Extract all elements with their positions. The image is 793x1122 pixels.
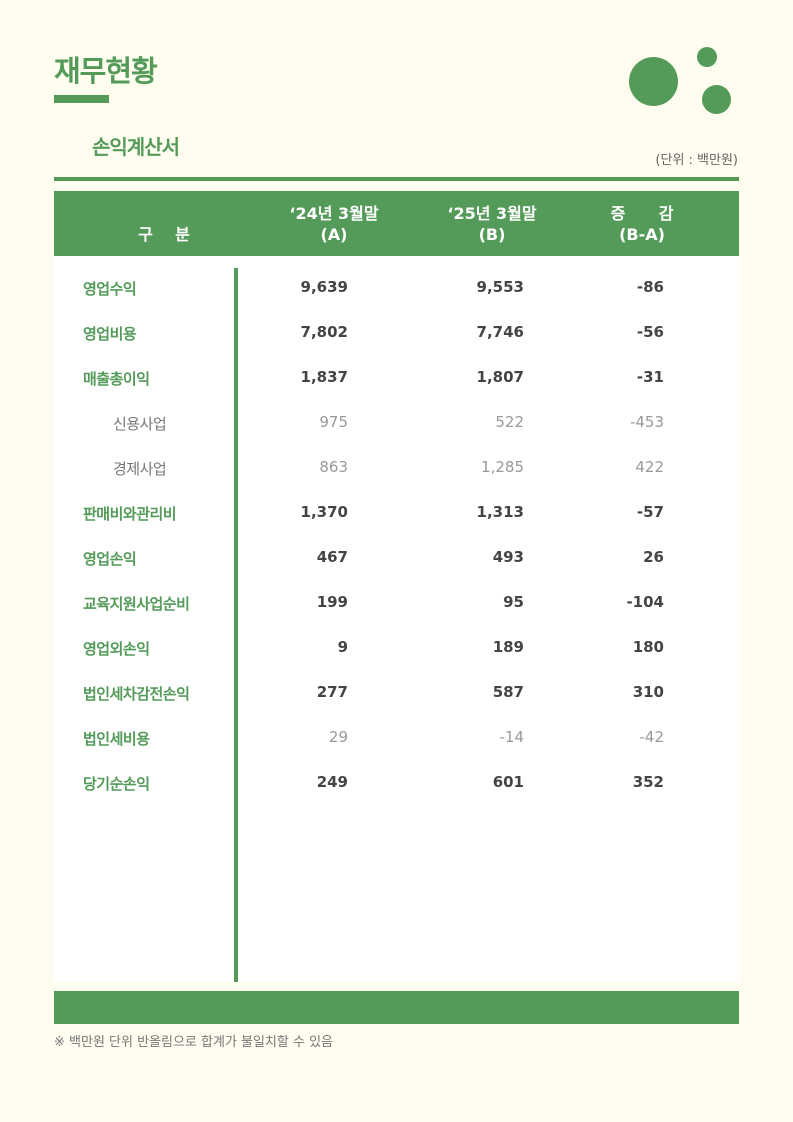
value-diff: -86 bbox=[636, 278, 664, 296]
value-diff: -453 bbox=[629, 413, 664, 431]
value-diff: -31 bbox=[636, 368, 664, 386]
value-a: 29 bbox=[328, 728, 348, 746]
value-a: 1,370 bbox=[300, 503, 348, 521]
dot-medium bbox=[702, 85, 731, 114]
row-label: 판매비와관리비 bbox=[83, 505, 177, 523]
row-label: 영업수익 bbox=[83, 280, 137, 298]
divider bbox=[54, 177, 739, 181]
value-a: 7,802 bbox=[300, 323, 348, 341]
value-diff: 422 bbox=[635, 458, 664, 476]
value-a: 199 bbox=[316, 593, 348, 611]
footnote: ※ 백만원 단위 반올림으로 합계가 불일치할 수 있음 bbox=[54, 1035, 334, 1050]
value-a: 277 bbox=[316, 683, 348, 701]
row-label: 법인세차감전손익 bbox=[83, 685, 190, 703]
value-a: 863 bbox=[319, 458, 348, 476]
column-divider bbox=[234, 268, 238, 982]
table-row: 영업손익 467 493 26 bbox=[54, 548, 739, 572]
value-a: 975 bbox=[319, 413, 348, 431]
header-col-b-line2: (B) bbox=[478, 225, 506, 244]
value-b: 1,313 bbox=[476, 503, 524, 521]
value-diff: -56 bbox=[636, 323, 664, 341]
table-row: 법인세차감전손익 277 587 310 bbox=[54, 683, 739, 707]
header-col-b-line1: ‘25년 3월말 bbox=[447, 204, 537, 223]
value-diff: 26 bbox=[643, 548, 664, 566]
dot-large bbox=[629, 57, 678, 106]
title-underline bbox=[54, 95, 109, 103]
table-row: 영업비용 7,802 7,746 -56 bbox=[54, 323, 739, 347]
value-b: 1,285 bbox=[481, 458, 524, 476]
value-diff: -42 bbox=[639, 728, 665, 746]
header-col-c-line2: (B-A) bbox=[619, 225, 665, 244]
row-label: 매출총이익 bbox=[83, 370, 150, 388]
table-row: 매출총이익 1,837 1,807 -31 bbox=[54, 368, 739, 392]
table-footer-bar bbox=[54, 991, 739, 1024]
dot-small bbox=[697, 47, 717, 67]
value-b: 1,807 bbox=[476, 368, 524, 386]
row-label: 신용사업 bbox=[113, 415, 167, 433]
header-col-c-line1: 증 감 bbox=[610, 204, 674, 223]
value-diff: 310 bbox=[632, 683, 664, 701]
table-row: 판매비와관리비 1,370 1,313 -57 bbox=[54, 503, 739, 527]
table-row: 영업외손익 9 189 180 bbox=[54, 638, 739, 662]
table-row: 신용사업 975 522 -453 bbox=[54, 413, 739, 437]
unit-label: (단위 : 백만원) bbox=[655, 153, 738, 168]
value-diff: -57 bbox=[636, 503, 664, 521]
header-category: 구 분 bbox=[138, 225, 190, 244]
value-diff: -104 bbox=[626, 593, 664, 611]
value-b: 522 bbox=[495, 413, 524, 431]
value-b: 9,553 bbox=[476, 278, 524, 296]
row-label: 영업외손익 bbox=[83, 640, 150, 658]
table-row: 법인세비용 29 -14 -42 bbox=[54, 728, 739, 752]
value-b: 95 bbox=[503, 593, 524, 611]
page-title: 재무현황 bbox=[54, 54, 158, 88]
value-a: 9 bbox=[337, 638, 348, 656]
row-label: 교육지원사업순비 bbox=[83, 595, 190, 613]
value-b: 601 bbox=[492, 773, 524, 791]
value-b: 189 bbox=[492, 638, 524, 656]
row-label: 법인세비용 bbox=[83, 730, 150, 748]
row-label: 당기순손익 bbox=[83, 775, 150, 793]
table-body: 영업수익 9,639 9,553 -86 영업비용 7,802 7,746 -56 매출총이익 1… bbox=[54, 256, 739, 982]
row-label: 경제사업 bbox=[113, 460, 167, 478]
value-b: 493 bbox=[492, 548, 524, 566]
table-header bbox=[54, 191, 739, 256]
table-row: 경제사업 863 1,285 422 bbox=[54, 458, 739, 482]
value-b: 7,746 bbox=[476, 323, 524, 341]
table-row: 교육지원사업순비 199 95 -104 bbox=[54, 593, 739, 617]
value-b: -14 bbox=[499, 728, 525, 746]
header-col-a-line2: (A) bbox=[320, 225, 348, 244]
value-a: 467 bbox=[316, 548, 348, 566]
value-diff: 180 bbox=[632, 638, 664, 656]
value-b: 587 bbox=[492, 683, 524, 701]
section-title: 손익계산서 bbox=[92, 135, 180, 159]
row-label: 영업비용 bbox=[83, 325, 137, 343]
value-diff: 352 bbox=[632, 773, 664, 791]
value-a: 1,837 bbox=[300, 368, 348, 386]
header-col-a-line1: ‘24년 3월말 bbox=[289, 204, 379, 223]
row-label: 영업손익 bbox=[83, 550, 137, 568]
table-row: 영업수익 9,639 9,553 -86 bbox=[54, 278, 739, 302]
table-row: 당기순손익 249 601 352 bbox=[54, 773, 739, 797]
value-a: 249 bbox=[316, 773, 348, 791]
value-a: 9,639 bbox=[300, 278, 348, 296]
